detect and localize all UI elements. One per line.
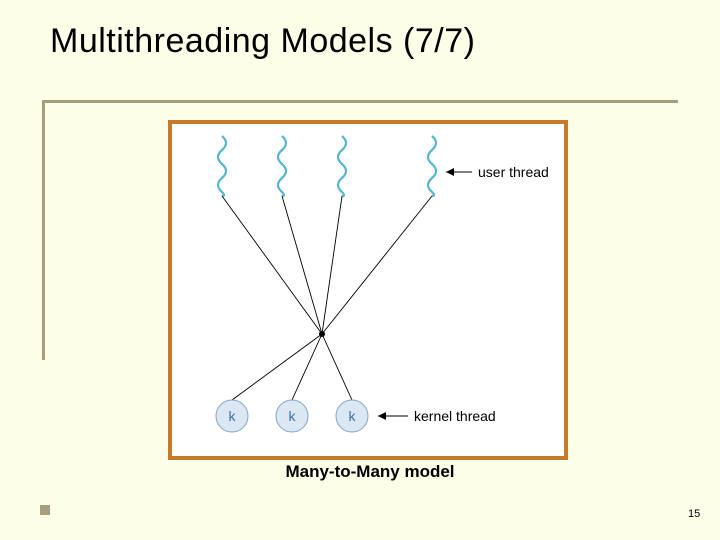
kernel-thread-label-group: kernel thread bbox=[378, 408, 496, 424]
left-rule bbox=[42, 100, 45, 360]
title-underline bbox=[42, 100, 678, 103]
kernel-thread-label: kernel thread bbox=[414, 408, 496, 424]
footer-bullet bbox=[40, 505, 50, 515]
user-thread-4 bbox=[428, 136, 436, 196]
page-title: Multithreading Models (7/7) bbox=[50, 22, 475, 61]
kernel-thread-3: k bbox=[336, 400, 368, 432]
threading-diagram: user thread k bbox=[172, 124, 564, 456]
user-thread-3 bbox=[338, 136, 346, 196]
slide: Multithreading Models (7/7) user thread bbox=[0, 0, 720, 540]
bottom-edges bbox=[232, 334, 352, 400]
page-number: 15 bbox=[688, 508, 700, 520]
user-thread-label-group: user thread bbox=[446, 164, 549, 180]
kernel-thread-2: k bbox=[276, 400, 308, 432]
diagram-caption: Many-to-Many model bbox=[270, 462, 470, 482]
kernel-thread-group: k k k bbox=[216, 400, 368, 432]
svg-text:k: k bbox=[229, 408, 237, 424]
user-thread-group bbox=[218, 136, 436, 196]
svg-text:k: k bbox=[349, 408, 357, 424]
top-edges bbox=[222, 196, 432, 334]
user-thread-2 bbox=[278, 136, 286, 196]
user-thread-label: user thread bbox=[478, 164, 549, 180]
user-thread-1 bbox=[218, 136, 226, 196]
diagram-frame: user thread k bbox=[168, 120, 568, 460]
kernel-thread-1: k bbox=[216, 400, 248, 432]
svg-text:k: k bbox=[289, 408, 297, 424]
